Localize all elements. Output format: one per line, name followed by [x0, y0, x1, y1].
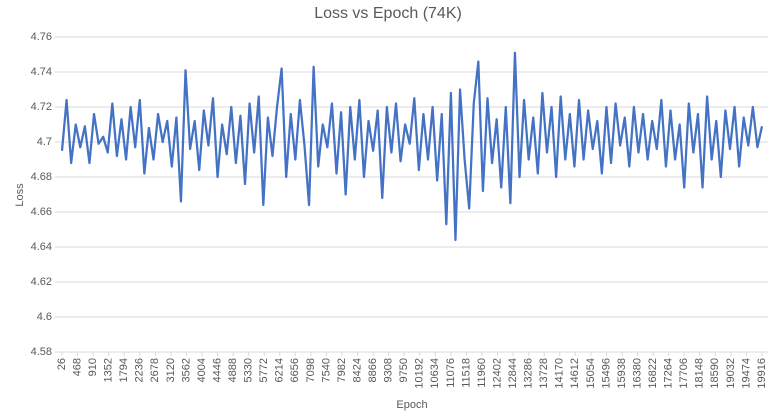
y-tick-label: 4.68 [31, 171, 52, 183]
x-tick-label: 468 [71, 358, 83, 376]
x-tick-label: 11960 [476, 358, 488, 388]
data-line [60, 51, 764, 242]
x-tick-label: 910 [87, 358, 99, 376]
x-axis-label: Epoch [396, 399, 427, 411]
y-tick-label: 4.66 [31, 206, 52, 218]
x-tick-label: 17706 [678, 358, 690, 389]
x-tick-label: 10192 [414, 358, 426, 389]
y-tick-label: 4.58 [31, 346, 52, 358]
x-tick-label: 13286 [523, 358, 535, 389]
y-tick-label: 4.74 [31, 66, 52, 78]
x-tick-label: 26 [56, 358, 68, 370]
x-tick-label: 5330 [243, 358, 255, 382]
x-tick-label: 16822 [647, 358, 659, 389]
x-tick-label: 17264 [663, 358, 675, 389]
x-tick-label: 2678 [149, 358, 161, 382]
y-axis-label: Loss [14, 183, 26, 207]
x-tick-label: 11076 [445, 358, 457, 388]
x-tick-label: 14612 [569, 358, 581, 389]
x-tick-label: 12844 [507, 358, 519, 389]
x-tick-label: 6656 [289, 358, 301, 382]
x-tick-label: 11518 [460, 358, 472, 388]
x-tick-label: 19916 [756, 358, 768, 389]
chart-title: Loss vs Epoch (74K) [314, 5, 462, 22]
x-tick-label: 6214 [274, 358, 286, 382]
x-tick-label: 8866 [367, 358, 379, 382]
x-tick-label: 12402 [491, 358, 503, 389]
x-tick-label: 18148 [694, 358, 706, 389]
y-tick-label: 4.64 [31, 241, 52, 253]
x-tick-label: 3120 [165, 358, 177, 382]
x-tick-label: 9308 [383, 358, 395, 382]
x-tick-label: 15054 [585, 358, 597, 389]
x-tick-label: 10634 [429, 358, 441, 389]
y-tick-label: 4.6 [37, 311, 52, 323]
x-tick-label: 19474 [740, 358, 752, 389]
x-tick-label: 2236 [134, 358, 146, 382]
x-tick-label: 16380 [631, 358, 643, 389]
x-tick-label: 7540 [320, 358, 332, 382]
x-tick-label: 1352 [103, 358, 115, 382]
y-tick-label: 4.7 [37, 136, 52, 148]
y-tick-label: 4.72 [31, 101, 52, 113]
x-tick-label: 7098 [305, 358, 317, 382]
y-tick-label: 4.62 [31, 276, 52, 288]
x-tick-label: 9750 [398, 358, 410, 382]
x-tick-label: 14170 [554, 358, 566, 389]
x-tick-label: 15938 [616, 358, 628, 389]
x-tick-label: 8424 [351, 358, 363, 382]
x-tick-label: 15496 [600, 358, 612, 389]
x-tick-label: 4888 [227, 358, 239, 382]
y-tick-label: 4.76 [31, 31, 52, 43]
x-tick-label: 1794 [118, 358, 130, 382]
x-tick-label: 3562 [180, 358, 192, 382]
x-tick-label: 18590 [709, 358, 721, 389]
x-tick-label: 13728 [538, 358, 550, 389]
x-tick-label: 5772 [258, 358, 270, 382]
x-tick-label: 7982 [336, 358, 348, 382]
x-tick-label: 4446 [211, 358, 223, 382]
x-tick-label: 19032 [725, 358, 737, 389]
x-tick-label: 4004 [196, 358, 208, 382]
